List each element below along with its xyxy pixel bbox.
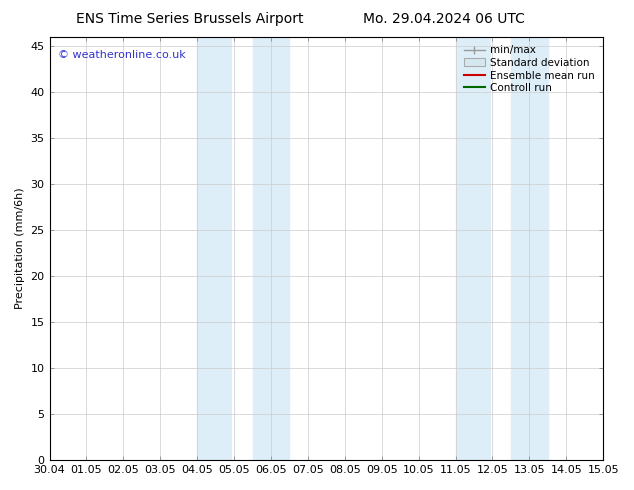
Bar bbox=[252, 37, 290, 460]
Bar bbox=[456, 37, 493, 460]
Text: Mo. 29.04.2024 06 UTC: Mo. 29.04.2024 06 UTC bbox=[363, 12, 525, 26]
Text: © weatheronline.co.uk: © weatheronline.co.uk bbox=[58, 50, 186, 60]
Bar bbox=[232, 37, 236, 460]
Bar bbox=[491, 37, 495, 460]
Legend: min/max, Standard deviation, Ensemble mean run, Controll run: min/max, Standard deviation, Ensemble me… bbox=[461, 42, 598, 97]
Bar bbox=[511, 37, 548, 460]
Bar bbox=[197, 37, 234, 460]
Y-axis label: Precipitation (mm/6h): Precipitation (mm/6h) bbox=[15, 188, 25, 309]
Text: ENS Time Series Brussels Airport: ENS Time Series Brussels Airport bbox=[77, 12, 304, 26]
